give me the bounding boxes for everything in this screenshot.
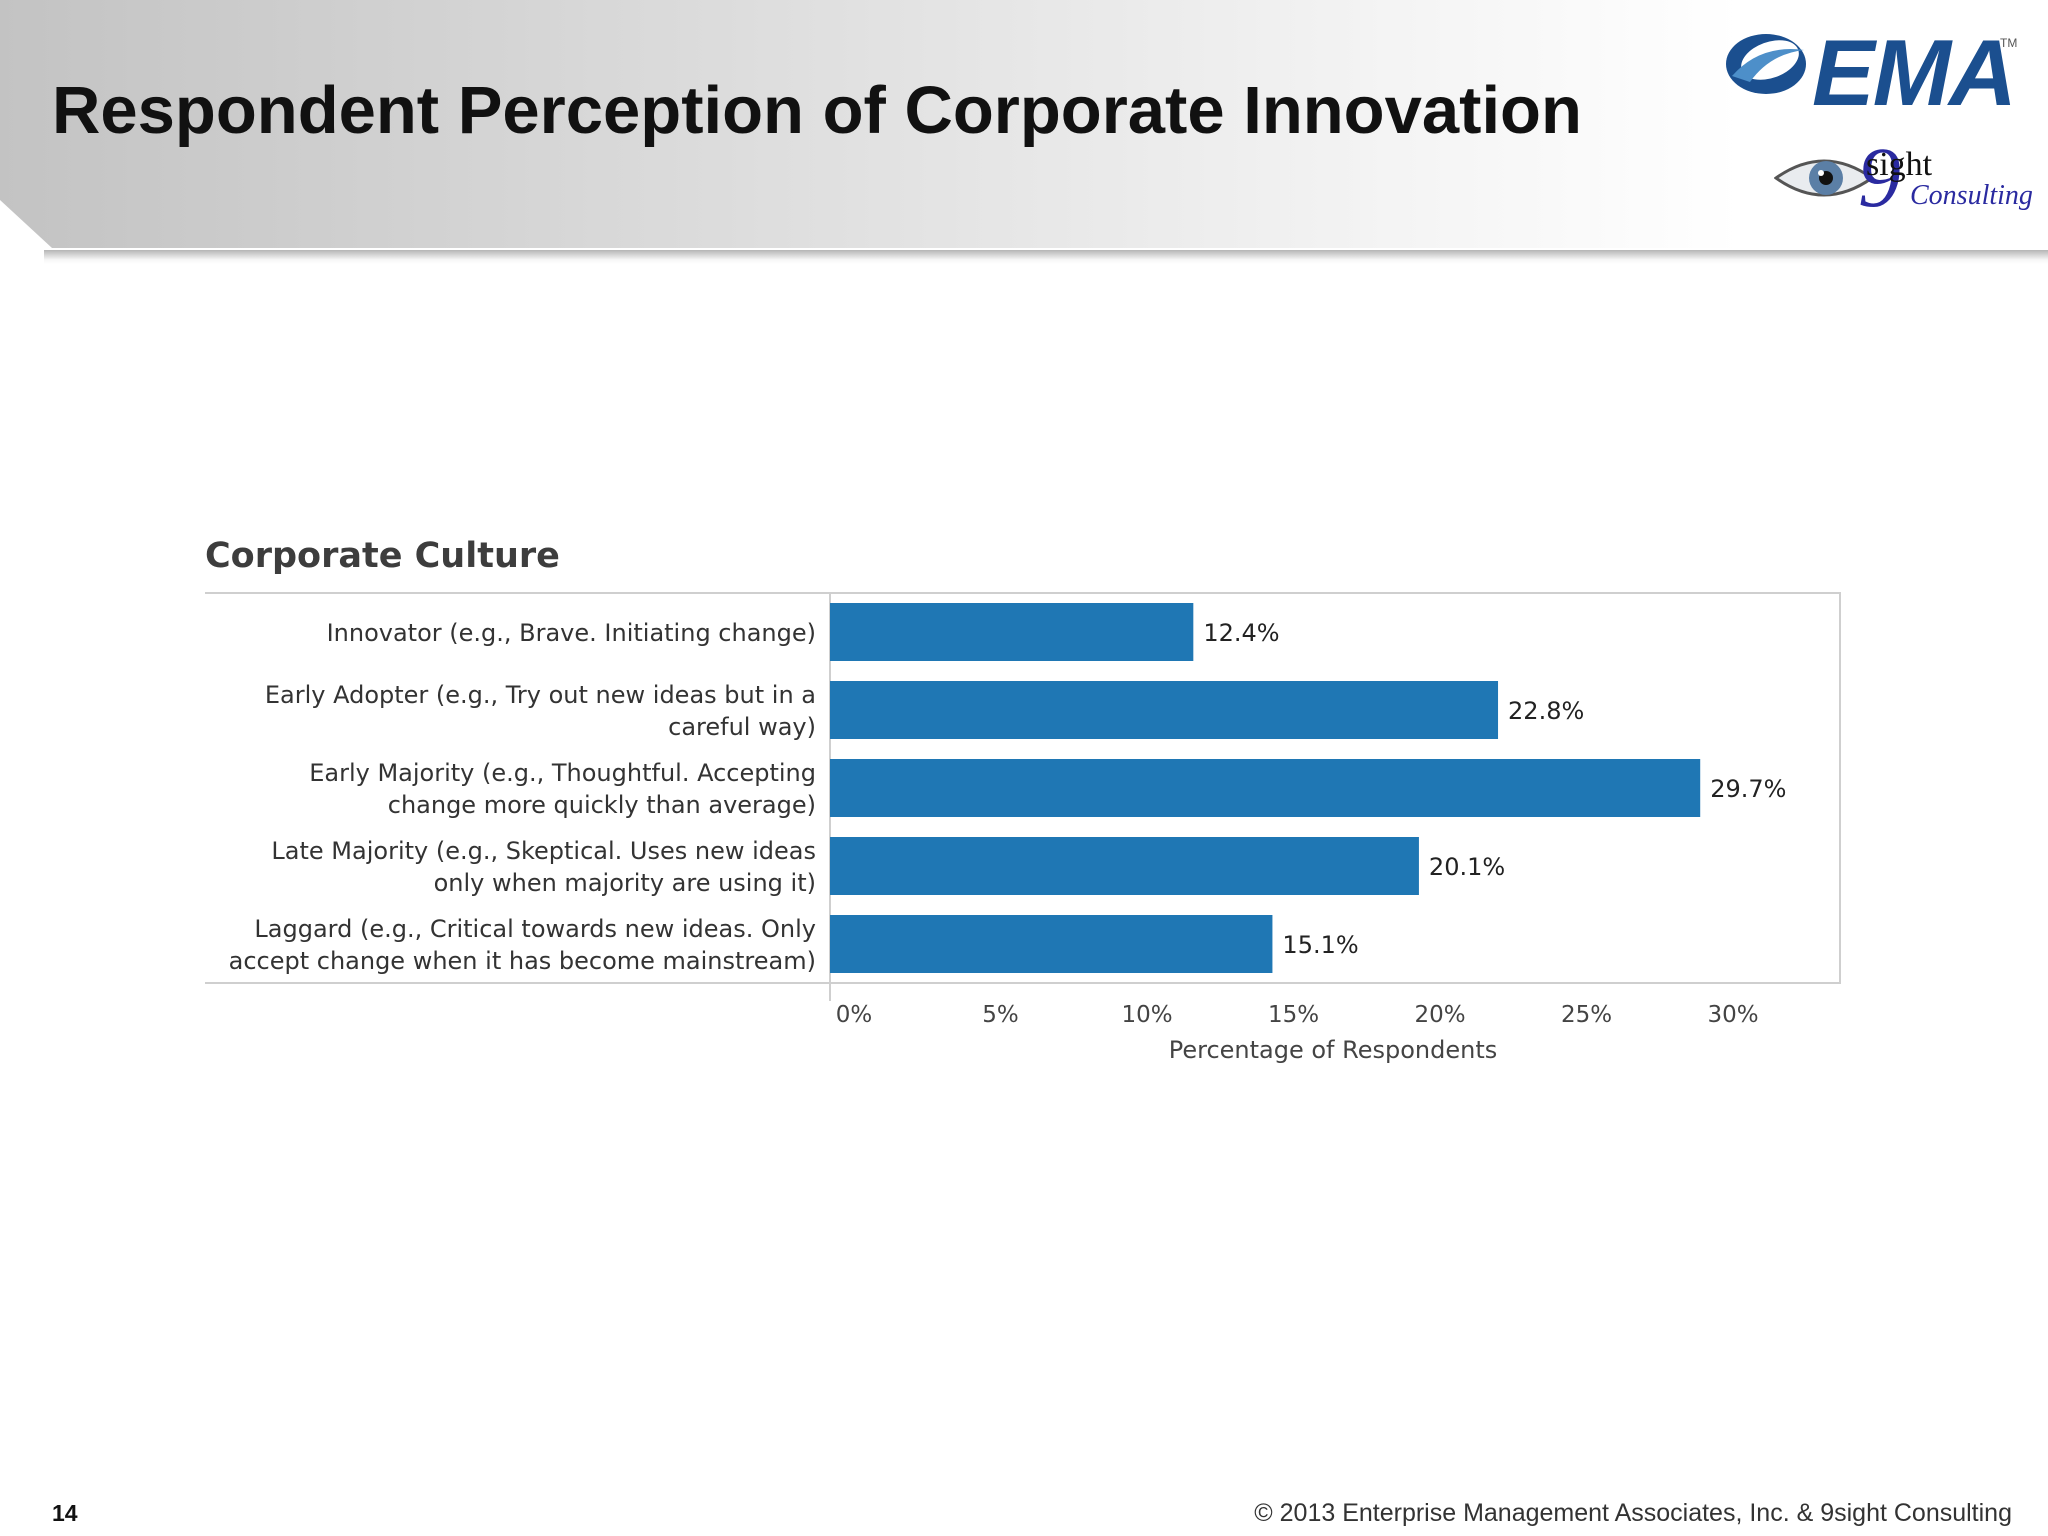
data-label: 22.8% [1508, 697, 1584, 725]
data-label: 29.7% [1710, 775, 1786, 803]
bar [830, 603, 1194, 661]
nsight-nine: 9 [1858, 129, 1901, 225]
x-tick-label: 30% [1707, 1002, 1758, 1028]
ema-logo-text: EMA [1812, 20, 2017, 125]
copyright-text: © 2013 Enterprise Management Associates,… [1254, 1499, 2012, 1527]
nsight-consulting-text: Consulting [1910, 180, 2033, 211]
x-tick-label: 5% [982, 1002, 1019, 1028]
x-tick-label: 15% [1268, 1002, 1319, 1028]
bar [830, 681, 1499, 739]
nsight-sight-text: sight [1866, 146, 1933, 183]
category-label: Early Majority (e.g., Thoughtful. Accept… [309, 759, 816, 787]
data-label: 20.1% [1429, 853, 1505, 881]
bar [830, 837, 1419, 895]
x-tick-label: 25% [1561, 1002, 1612, 1028]
category-label: Early Adopter (e.g., Try out new ideas b… [265, 681, 816, 709]
eye-icon [1774, 159, 1874, 197]
header-shadow [44, 250, 2048, 264]
x-tick-label: 0% [836, 1002, 873, 1028]
bar [830, 915, 1273, 973]
category-label: Late Majority (e.g., Skeptical. Uses new… [271, 837, 816, 865]
ema-logo: EMA TM [1720, 14, 2020, 124]
category-label: only when majority are using it) [434, 869, 816, 897]
chart-title: Corporate Culture [205, 536, 560, 576]
slide-title: Respondent Perception of Corporate Innov… [52, 73, 1582, 148]
ema-swoosh-icon [1726, 34, 1806, 94]
data-label: 15.1% [1282, 931, 1358, 959]
category-label: Laggard (e.g., Critical towards new idea… [254, 915, 816, 943]
bar [830, 759, 1701, 817]
bar-chart: 12.4% Innovator (e.g., Brave. Initiating … [205, 592, 1841, 1064]
nsight-logo: 9 sight Consulting [1774, 134, 2033, 220]
category-label: accept change when it has become mainstr… [229, 947, 816, 975]
x-tick-label: 10% [1121, 1002, 1172, 1028]
ema-trademark: TM [2000, 36, 2018, 50]
data-label: 12.4% [1203, 619, 1279, 647]
category-label: careful way) [668, 713, 816, 741]
category-label: Innovator (e.g., Brave. Initiating chang… [327, 619, 816, 647]
x-axis-label: Percentage of Respondents [1169, 1036, 1498, 1064]
header-band [0, 0, 2048, 248]
category-label: change more quickly than average) [388, 791, 816, 819]
x-tick-label: 20% [1414, 1002, 1465, 1028]
slide-number: 14 [52, 1500, 78, 1526]
